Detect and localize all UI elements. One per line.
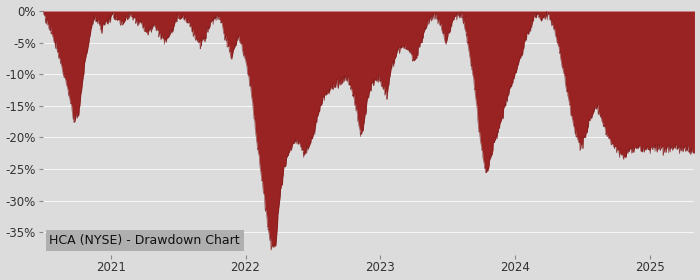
- Text: HCA (NYSE) - Drawdown Chart: HCA (NYSE) - Drawdown Chart: [50, 234, 240, 247]
